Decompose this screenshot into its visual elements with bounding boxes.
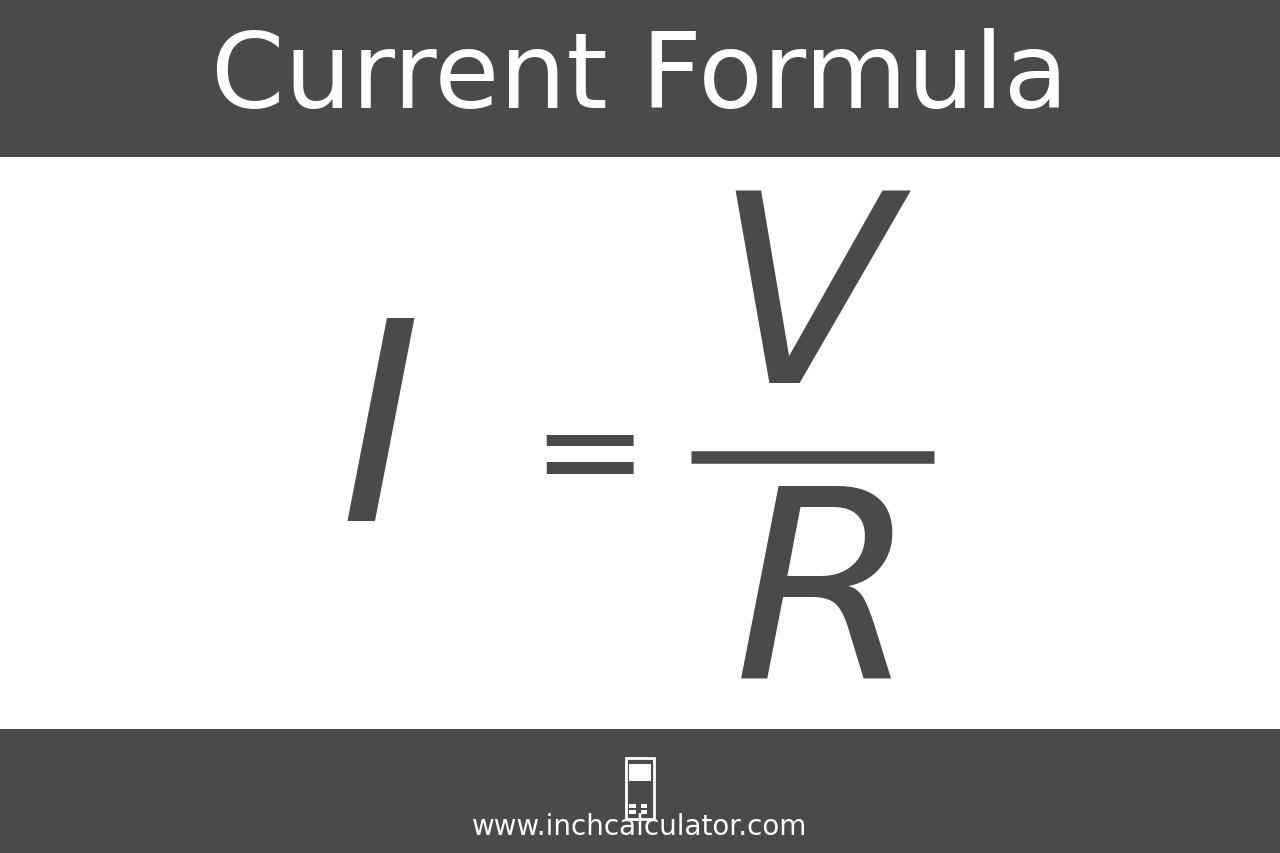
Text: $=$: $=$ bbox=[504, 391, 635, 525]
Text: www.inchcalculator.com: www.inchcalculator.com bbox=[472, 812, 808, 839]
Text: $\mathit{R}$: $\mathit{R}$ bbox=[732, 476, 893, 731]
Text: Current Formula: Current Formula bbox=[211, 28, 1069, 130]
Text: $\mathit{V}$: $\mathit{V}$ bbox=[714, 182, 911, 437]
Text: $\mathit{I}$: $\mathit{I}$ bbox=[339, 310, 416, 577]
